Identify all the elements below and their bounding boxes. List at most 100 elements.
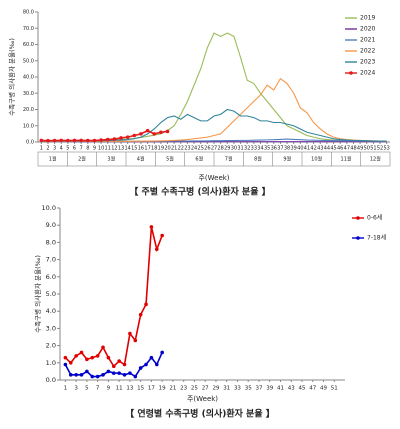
legend-label: 2020 bbox=[360, 26, 375, 33]
y-tick-label: 40.0 bbox=[23, 75, 34, 81]
month-label: 12월 bbox=[370, 156, 381, 163]
legend-label: 2021 bbox=[360, 37, 375, 44]
x-tick-label: 6 bbox=[73, 146, 76, 152]
y-tick-label: 7.0 bbox=[46, 256, 56, 264]
month-label: 10월 bbox=[311, 156, 322, 163]
x-tick-label: 51 bbox=[331, 386, 338, 392]
point bbox=[79, 138, 83, 143]
y-tick-label: 3.0 bbox=[46, 324, 56, 332]
x-tick-label: 5 bbox=[66, 146, 69, 152]
x-tick-label: 5 bbox=[85, 386, 89, 392]
month-label: 4월 bbox=[137, 156, 145, 163]
y-tick-label: 10.0 bbox=[23, 123, 34, 129]
point bbox=[99, 138, 103, 142]
point bbox=[154, 362, 159, 367]
point bbox=[95, 374, 100, 379]
x-tick-label: 2 bbox=[46, 146, 49, 152]
x-tick-label: 30 bbox=[231, 146, 237, 152]
month-label: 1월 bbox=[49, 156, 57, 163]
point bbox=[152, 132, 157, 136]
point bbox=[159, 130, 163, 135]
point bbox=[63, 355, 68, 360]
x-tick-label: 10 bbox=[98, 146, 104, 152]
point bbox=[79, 350, 84, 355]
x-tick-label: 40 bbox=[297, 146, 303, 152]
x-tick-label: 47 bbox=[344, 146, 350, 152]
point bbox=[90, 355, 95, 360]
y-tick-label: 80.0 bbox=[23, 10, 34, 16]
point bbox=[122, 373, 127, 377]
x-tick-label: 36 bbox=[271, 146, 277, 152]
x-tick-label: 48 bbox=[350, 146, 356, 152]
point bbox=[86, 138, 90, 143]
point bbox=[138, 366, 143, 370]
point bbox=[145, 128, 150, 133]
point bbox=[128, 331, 132, 336]
point bbox=[74, 354, 78, 358]
caption: 【 주별 수족구병 (의사)환자 분율 】 bbox=[129, 186, 270, 198]
point bbox=[133, 374, 138, 379]
x-tick-label: 21 bbox=[171, 146, 177, 152]
y-tick-label: 20.0 bbox=[23, 107, 34, 113]
caption: 【 연령별 수족구병 (의사)환자 분율 】 bbox=[125, 408, 275, 420]
point bbox=[105, 137, 110, 142]
x-tick-label: 7 bbox=[80, 146, 83, 152]
y-tick-label: 70.0 bbox=[23, 26, 34, 32]
x-tick-label: 52 bbox=[377, 146, 383, 152]
point bbox=[139, 132, 143, 136]
x-tick-label: 16 bbox=[138, 146, 144, 152]
x-tick-label: 15 bbox=[131, 146, 137, 152]
x-tick-label: 43 bbox=[317, 146, 323, 152]
y-tick-label: 5.0 bbox=[46, 290, 56, 298]
x-tick-label: 9 bbox=[93, 146, 96, 152]
x-tick-label: 13 bbox=[118, 146, 124, 152]
point bbox=[68, 373, 73, 377]
x-tick-label: 21 bbox=[169, 386, 176, 392]
legend-label: 2022 bbox=[360, 48, 375, 55]
month-label: 3월 bbox=[107, 156, 115, 163]
point bbox=[92, 138, 97, 143]
x-tick-label: 39 bbox=[266, 386, 273, 392]
x-tick-label: 29 bbox=[212, 386, 219, 392]
y-tick-label: 50.0 bbox=[23, 58, 34, 64]
point bbox=[63, 362, 68, 367]
x-tick-label: 17 bbox=[144, 146, 150, 152]
x-tick-label: 47 bbox=[309, 386, 316, 392]
point bbox=[68, 361, 73, 365]
legend-label: 2019 bbox=[360, 15, 375, 22]
point bbox=[85, 357, 89, 362]
point bbox=[160, 350, 164, 355]
x-tick-label: 23 bbox=[184, 146, 190, 152]
x-tick-label: 31 bbox=[223, 386, 230, 392]
x-tick-label: 41 bbox=[304, 146, 310, 152]
x-tick-label: 45 bbox=[298, 386, 305, 392]
x-tick-label: 34 bbox=[257, 146, 263, 152]
point bbox=[149, 225, 154, 229]
x-tick-label: 1 bbox=[64, 386, 68, 392]
point bbox=[74, 373, 78, 377]
x-tick-label: 25 bbox=[191, 386, 198, 392]
y-tick-label: 6.0 bbox=[46, 273, 56, 281]
series-line bbox=[41, 77, 387, 142]
x-tick-label: 46 bbox=[337, 146, 343, 152]
y-tick-label: 0.0 bbox=[26, 140, 34, 146]
point bbox=[106, 369, 111, 374]
x-tick-label: 42 bbox=[310, 146, 316, 152]
legend-label: 7-18세 bbox=[367, 234, 386, 242]
point bbox=[149, 355, 154, 360]
y-axis-title: 수족구병 의사환자 분율(‰) bbox=[7, 38, 16, 116]
y-tick-label: 10.0 bbox=[42, 204, 56, 212]
x-tick-label: 20 bbox=[164, 146, 170, 152]
x-tick-label: 45 bbox=[330, 146, 336, 152]
point bbox=[72, 138, 77, 143]
x-tick-label: 38 bbox=[284, 146, 290, 152]
x-tick-label: 4 bbox=[60, 146, 63, 152]
x-axis-title: 주(Week) bbox=[198, 174, 229, 182]
point bbox=[117, 359, 121, 363]
month-label: 9월 bbox=[283, 156, 291, 163]
x-tick-label: 27 bbox=[211, 146, 217, 152]
point bbox=[90, 374, 95, 379]
point bbox=[133, 338, 138, 343]
y-tick-label: 30.0 bbox=[23, 91, 34, 97]
